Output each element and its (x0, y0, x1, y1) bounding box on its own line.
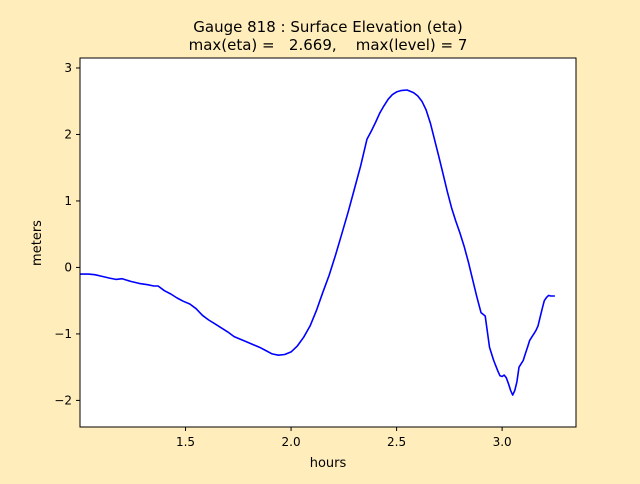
chart-title-line-2: max(eta) = 2.669, max(level) = 7 (189, 36, 468, 54)
y-tick-label: 0 (64, 260, 72, 274)
x-tick-label: 2.0 (282, 435, 301, 449)
plot-area (80, 58, 576, 427)
plot-frame (79, 57, 577, 428)
y-tick-label: 3 (64, 61, 72, 75)
chart-title-line-1: Gauge 818 : Surface Elevation (eta) (193, 18, 462, 36)
x-tick-label: 2.5 (387, 435, 406, 449)
x-axis-ticks: 1.5 2.0 2.5 3.0 (176, 427, 512, 449)
y-axis-ticks: −2 −1 0 1 2 3 (54, 61, 80, 407)
y-axis-label: meters (30, 220, 45, 266)
x-tick-label: 3.0 (493, 435, 512, 449)
y-tick-label: 2 (64, 127, 72, 141)
y-tick-label: 1 (64, 194, 72, 208)
series-line-eta (80, 89, 555, 396)
y-tick-label: −2 (54, 393, 72, 407)
x-tick-label: 1.5 (176, 435, 195, 449)
x-axis-label: hours (310, 456, 347, 471)
y-tick-label: −1 (54, 327, 72, 341)
